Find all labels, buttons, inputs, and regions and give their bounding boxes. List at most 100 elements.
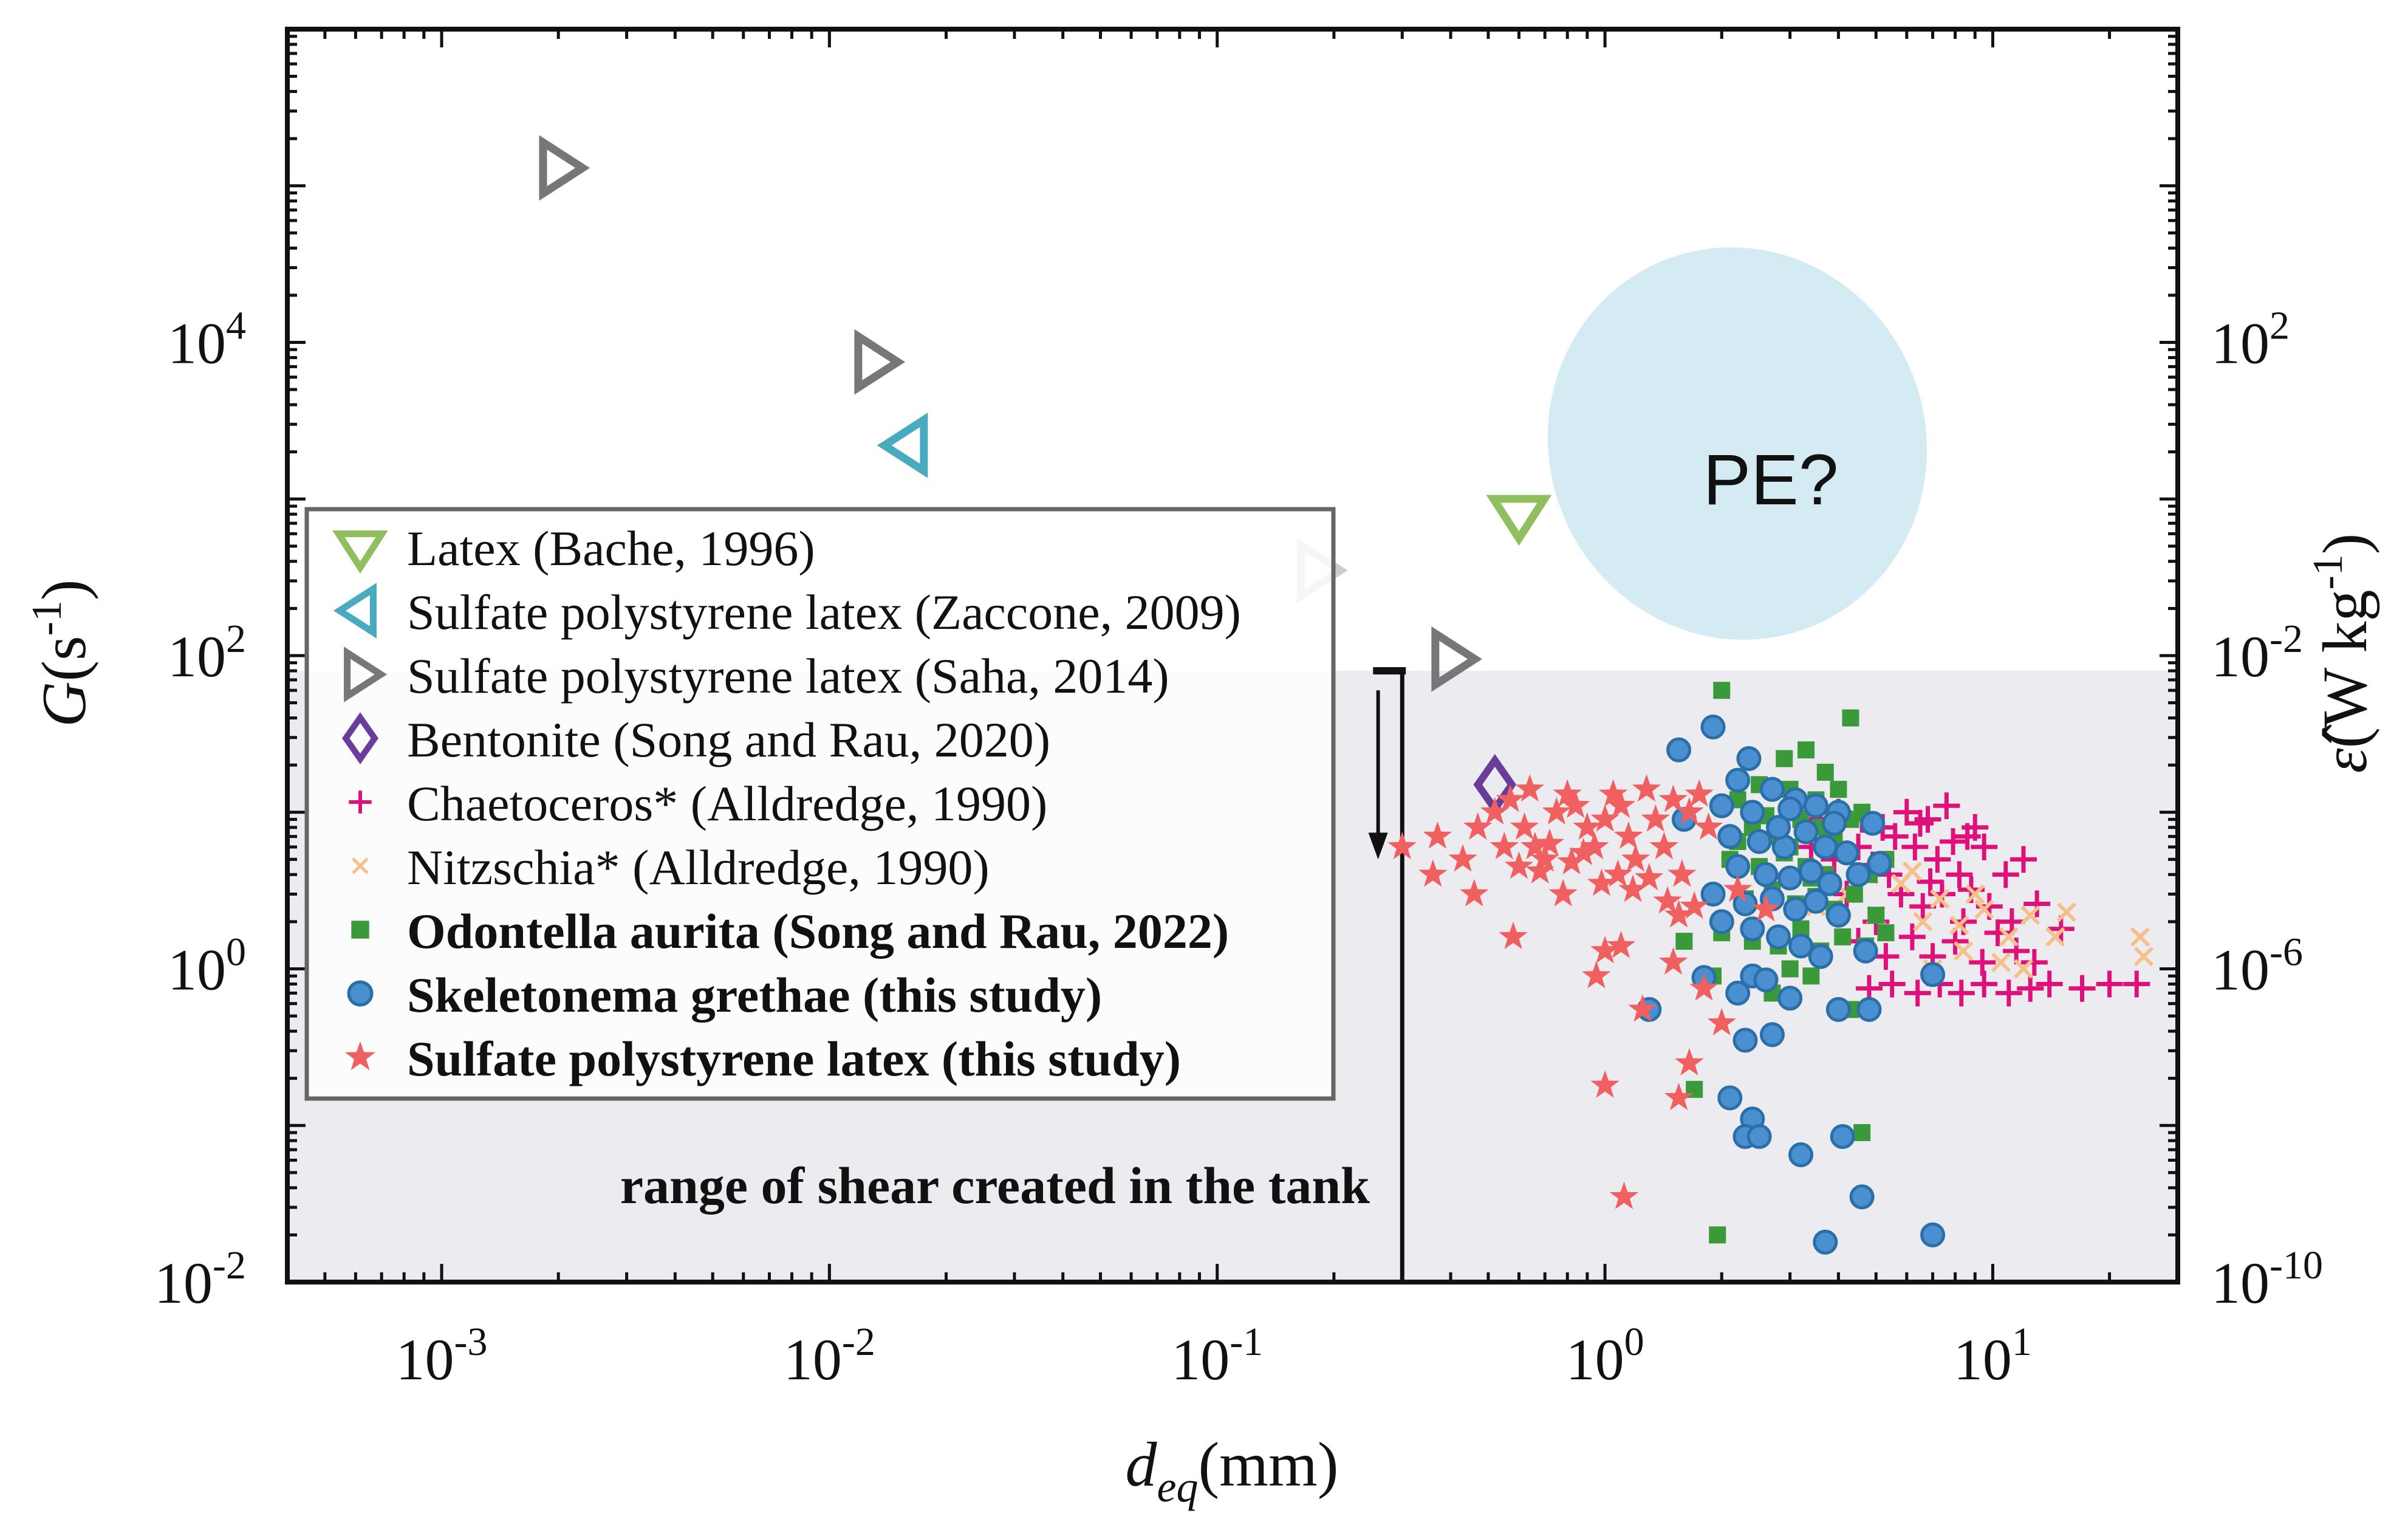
skeletonema-grethae-this-study-point — [1920, 1222, 1946, 1247]
skeletonema-grethae-this-study-point — [1834, 840, 1859, 866]
legend: Latex (Bache, 1996) Sulfate polystyrene l… — [304, 507, 1336, 1101]
skeletonema-grethae-this-study-point — [1798, 859, 1824, 884]
odontella-aurita-song-and-rau-2022-point — [1853, 1124, 1871, 1142]
sulfate-polystyrene-latex-this-study-point — [1598, 779, 1628, 807]
sulfate-polystyrene-latex-this-study-point — [1530, 844, 1559, 872]
odontella-aurita-song-and-rau-2022-point — [1675, 933, 1693, 950]
sulfate-polystyrene-latex-this-study-point — [1649, 831, 1679, 860]
sulfate-polystyrene-latex-this-study-point — [1553, 779, 1582, 807]
x-tick-label: 10-2 — [784, 1320, 875, 1392]
odontella-aurita-song-and-rau-2022-point — [1842, 709, 1859, 727]
skeletonema-grethae-this-study-point — [1709, 793, 1734, 818]
legend-label: Sulfate polystyrene latex (Saha, 2014) — [407, 648, 1169, 704]
skeletonema-grethae-this-study-point — [1759, 777, 1785, 802]
odontella-aurita-song-and-rau-2022-point — [1830, 781, 1847, 798]
x-tick-label: 10-3 — [396, 1320, 488, 1392]
sulfate-polystyrene-latex-this-study-point — [1580, 831, 1609, 860]
pe-region — [1547, 247, 1927, 640]
legend-label: Latex (Bache, 1996) — [407, 521, 815, 576]
chaetoceros-alldredge-1990-point — [1917, 868, 1944, 896]
legend-label: Skeletonema grethae (this study) — [407, 967, 1102, 1023]
y-axis-unit-close: ) — [29, 579, 99, 600]
sulfate-polystyrene-latex-this-study-point — [1463, 812, 1493, 840]
legend-label: Nitzschia* (Alldredge, 1990) — [407, 840, 990, 895]
x-axis-unit: (mm) — [1198, 1430, 1338, 1500]
x-tick-label: 100 — [1566, 1320, 1644, 1392]
sulfate-polystyrene-latex-this-study-point — [1590, 1070, 1620, 1098]
chaetoceros-alldredge-1990-point — [1898, 923, 1926, 950]
skeletonema-grethae-this-study-point — [1845, 862, 1871, 887]
sulfate-polystyrene-latex-this-study-point — [1621, 844, 1650, 872]
latex-bache-1996-point — [1486, 495, 1552, 546]
sulfate-polystyrene-latex-this-study-point — [1609, 1181, 1639, 1209]
odontella-aurita-song-and-rau-2022-point — [1802, 967, 1820, 985]
chaetoceros-alldredge-1990-point — [1962, 814, 1989, 841]
sulfate-polystyrene-latex-this-study-point — [1525, 856, 1555, 884]
sulfate-polystyrene-latex-saha-2014-point — [854, 329, 905, 395]
skeletonema-grethae-this-study-point — [1732, 1027, 1758, 1053]
odontella-aurita-song-and-rau-2022-point — [1816, 763, 1834, 781]
sulfate-polystyrene-latex-this-study-point — [1707, 1007, 1736, 1036]
skeletonema-grethae-this-study-point — [1783, 897, 1808, 922]
skeletonema-grethae-this-study-point — [1766, 815, 1791, 840]
chaetoceros-alldredge-1990-point — [2023, 890, 2051, 917]
y-axis-unit: (s — [29, 636, 99, 681]
skeletonema-grethae-this-study-point — [1853, 938, 1878, 964]
sulfate-polystyrene-latex-this-study-point — [1542, 797, 1572, 825]
skeletonema-grethae-this-study-point — [1725, 980, 1751, 1006]
sulfate-polystyrene-latex-this-study-point — [1723, 874, 1753, 902]
sulfate-polystyrene-latex-this-study-point — [1490, 831, 1519, 860]
x-tick-label: 101 — [1954, 1320, 2032, 1392]
sulfate-polystyrene-latex-zaccone-2009-point — [877, 413, 928, 478]
y2-axis-title: ε̂(W kg-1) — [2305, 533, 2380, 773]
skeletonema-grethae-this-study-point — [1709, 909, 1734, 935]
skeletonema-grethae-this-study-point — [1717, 824, 1743, 849]
legend-marker-sulfate-polystyrene-latex-this-study — [345, 1041, 375, 1071]
sulfate-polystyrene-latex-this-study-point — [1423, 821, 1452, 849]
y2-tick-label: 10-10 — [2211, 1243, 2323, 1315]
nitzschia-alldredge-1990-point — [1913, 911, 1933, 932]
chaetoceros-alldredge-1990-point — [2020, 948, 2048, 976]
nitzschia-alldredge-1990-point — [2056, 902, 2077, 922]
legend-box — [304, 507, 1336, 1101]
legend-marker-latex-bache-1996 — [332, 530, 388, 574]
nitzschia-alldredge-1990-point — [1953, 941, 1974, 961]
skeletonema-grethae-this-study-point — [1746, 829, 1772, 854]
y2-tick-label: 10-2 — [2211, 617, 2303, 689]
skeletonema-grethae-this-study-point — [1725, 767, 1751, 793]
y-axis-title: G(s-1) — [24, 579, 99, 727]
sulfate-polystyrene-latex-this-study-point — [1520, 831, 1550, 860]
y-tick-label: 102 — [168, 617, 246, 689]
sulfate-polystyrene-latex-this-study-point — [1751, 894, 1780, 922]
skeletonema-grethae-this-study-point — [1700, 882, 1726, 907]
skeletonema-grethae-this-study-point — [1740, 800, 1765, 825]
skeletonema-grethae-this-study-point — [1777, 796, 1803, 821]
chaetoceros-alldredge-1990-point — [1881, 823, 1909, 850]
sulfate-polystyrene-latex-this-study-point — [1448, 844, 1477, 872]
sulfate-polystyrene-latex-this-study-point — [1418, 859, 1448, 887]
legend-label: Sulfate polystyrene latex (Zaccone, 2009… — [407, 585, 1241, 640]
chaetoceros-alldredge-1990-point — [1941, 928, 1969, 955]
sulfate-polystyrene-latex-this-study-point — [1653, 886, 1682, 914]
chaetoceros-alldredge-1990-point — [1872, 943, 1900, 970]
skeletonema-grethae-this-study-point — [1793, 819, 1819, 845]
plot-frame — [285, 27, 2180, 1284]
sulfate-polystyrene-latex-this-study-point — [1614, 821, 1643, 849]
sulfate-polystyrene-latex-this-study-point — [1694, 812, 1723, 840]
sulfate-polystyrene-latex-this-study-point — [1460, 879, 1489, 907]
y2-tick-label: 102 — [2211, 304, 2290, 376]
sulfate-polystyrene-latex-this-study-point — [1561, 791, 1590, 818]
skeletonema-grethae-this-study-point — [1717, 1085, 1743, 1111]
legend-marker-nitzschia-alldredge-1990 — [352, 857, 369, 874]
sulfate-polystyrene-latex-this-study-point — [1496, 784, 1525, 812]
sulfate-polystyrene-latex-this-study-point — [1664, 1082, 1694, 1111]
nitzschia-alldredge-1990-point — [2045, 927, 2065, 947]
sulfate-polystyrene-latex-this-study-point — [1685, 779, 1714, 807]
sulfate-polystyrene-latex-this-study-point — [1658, 784, 1688, 812]
y2-tick-label: 10-6 — [2211, 930, 2303, 1003]
x-axis-symbol: d — [1125, 1430, 1157, 1500]
sulfate-polystyrene-latex-this-study-point — [1515, 774, 1545, 802]
sulfate-polystyrene-latex-this-study-point — [1689, 973, 1719, 1001]
legend-marker-sulfate-polystyrene-latex-saha-2014 — [344, 647, 388, 702]
